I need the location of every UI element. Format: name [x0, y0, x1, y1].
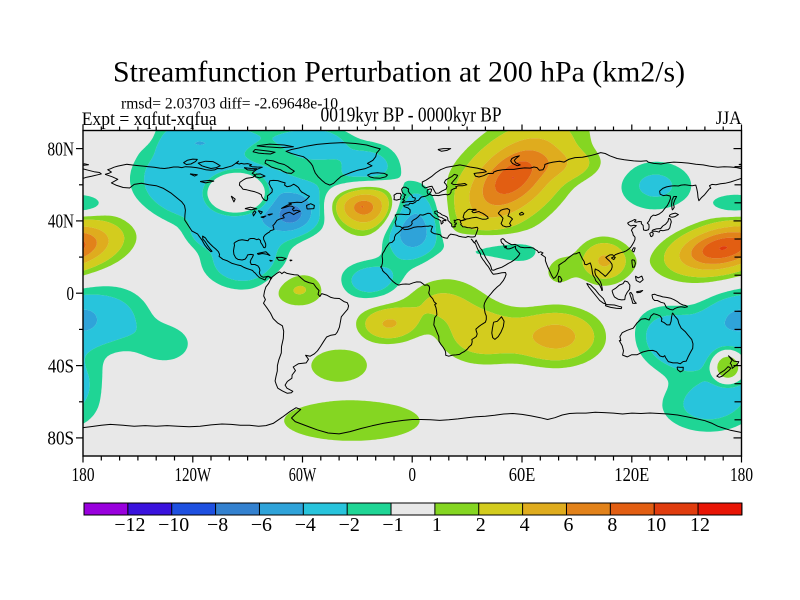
svg-text:180: 180: [72, 464, 95, 486]
svg-text:6: 6: [564, 514, 574, 536]
svg-text:180: 180: [730, 464, 753, 486]
svg-text:120W: 120W: [175, 464, 212, 486]
svg-text:Expt = xqfut-xqfua: Expt = xqfut-xqfua: [82, 109, 218, 130]
svg-text:0: 0: [408, 464, 416, 486]
svg-text:−6: −6: [251, 514, 272, 536]
svg-text:−8: −8: [207, 514, 228, 536]
svg-text:8: 8: [607, 514, 617, 536]
svg-text:JJA: JJA: [716, 108, 742, 129]
svg-text:Streamfunction Perturbation at: Streamfunction Perturbation at 200 hPa (…: [113, 56, 685, 89]
svg-text:rmsd= 2.03703 diff= -2.69648e-: rmsd= 2.03703 diff= -2.69648e-10: [121, 96, 338, 113]
svg-text:120E: 120E: [614, 464, 649, 486]
svg-text:4: 4: [520, 514, 530, 536]
svg-text:40N: 40N: [48, 211, 74, 233]
svg-text:40S: 40S: [48, 355, 74, 377]
svg-text:80N: 80N: [47, 138, 74, 160]
svg-text:0: 0: [67, 283, 75, 305]
svg-text:−1: −1: [382, 514, 403, 536]
svg-text:12: 12: [690, 514, 710, 536]
svg-text:10: 10: [646, 514, 666, 536]
svg-text:60E: 60E: [509, 464, 536, 486]
svg-text:2: 2: [476, 514, 486, 536]
svg-text:−4: −4: [295, 514, 316, 536]
svg-text:−10: −10: [158, 514, 189, 536]
svg-text:60W: 60W: [289, 464, 317, 486]
svg-text:−2: −2: [339, 514, 360, 536]
svg-text:1: 1: [432, 514, 442, 536]
svg-text:−12: −12: [114, 514, 145, 536]
svg-text:80S: 80S: [47, 428, 74, 450]
svg-text:0019kyr BP - 0000kyr BP: 0019kyr BP - 0000kyr BP: [321, 103, 502, 127]
